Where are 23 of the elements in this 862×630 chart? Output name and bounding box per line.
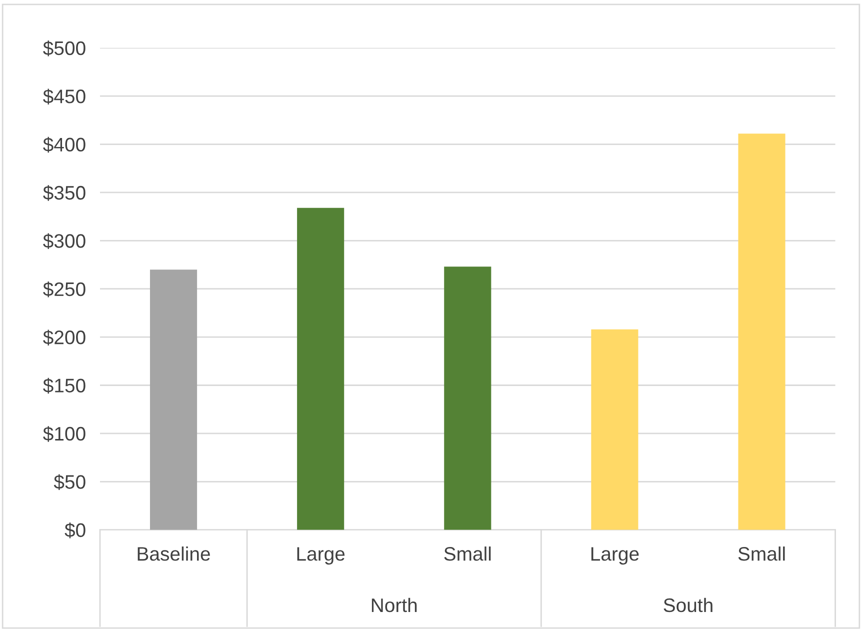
y-tick-label: $500 [43,40,86,56]
y-tick-label: $450 [43,88,86,104]
text: North [372,598,417,612]
y-tick-label: $350 [43,185,86,201]
x-tick-label: Baseline [138,546,210,561]
y-tick-label: $300 [43,233,86,250]
y-tick-label: $150 [43,378,86,394]
text: South [664,598,712,612]
y-tick-label: $50 [54,474,86,490]
bar [297,208,344,530]
y-tick-label: $200 [43,330,86,346]
bar [591,329,638,530]
y-tick-label: $250 [43,282,86,298]
bar [150,270,198,530]
bar [444,266,492,530]
x-tick-label: Large [591,547,639,565]
x-tick-label: Small [738,546,785,561]
x-tick-label: Large [297,547,345,565]
y-tick-label: $400 [43,136,86,153]
y-tick-label: $100 [43,426,86,442]
y-tick-label: $0 [64,522,86,538]
x-tick-label: Small [444,546,491,561]
bar [738,134,786,530]
